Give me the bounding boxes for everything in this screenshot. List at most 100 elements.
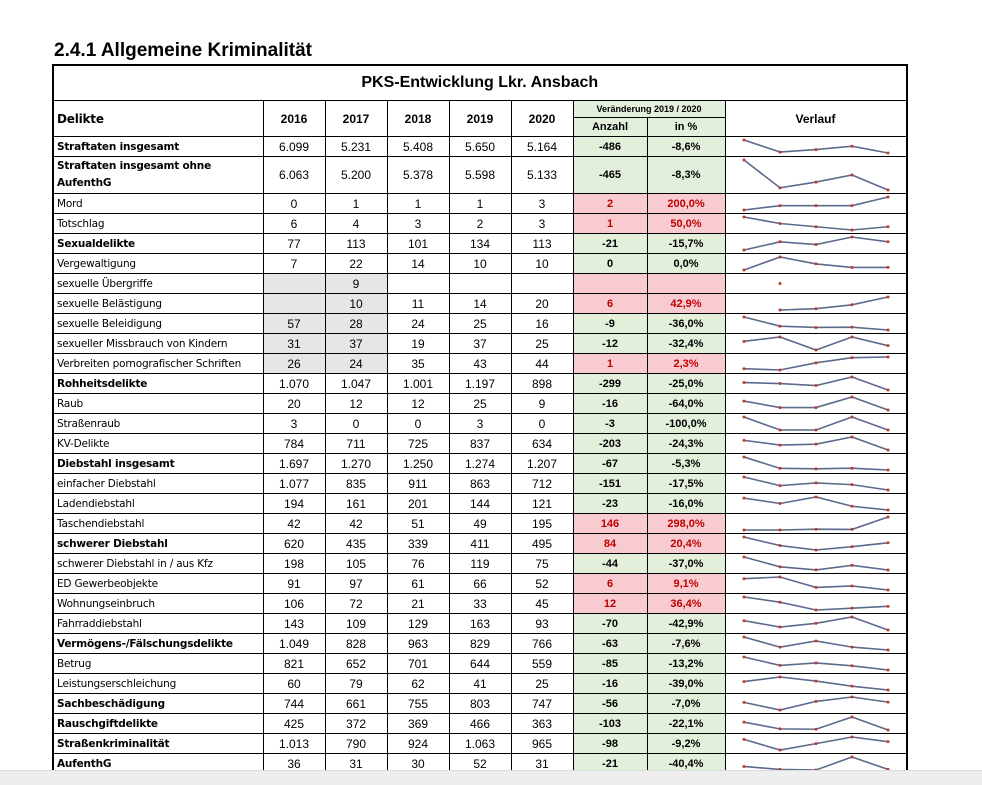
value-cell-2018: 101 xyxy=(386,233,450,254)
table-row: sexuelle Beleidigung 57 28 24 25 16 -9 -36,0% xyxy=(52,313,907,334)
row-label: Leistungserschleichung xyxy=(52,673,264,694)
sparkline-cell xyxy=(724,193,907,214)
value-cell-2018: 339 xyxy=(386,533,450,554)
value-cell-2016: 425 xyxy=(262,713,326,734)
sparkline-cell xyxy=(724,653,907,674)
sparkline-point xyxy=(850,545,853,549)
sparkline-point xyxy=(886,541,889,545)
row-label: Raub xyxy=(52,393,264,414)
value-cell-2019: 37 xyxy=(448,333,512,354)
value-cell-2019: 5.598 xyxy=(448,156,512,194)
value-cell-2019: 803 xyxy=(448,693,512,714)
table-row: Rohheitsdelikte 1.070 1.047 1.001 1.197 898 -2… xyxy=(52,373,907,394)
sparkline-point xyxy=(886,568,889,572)
value-cell-2019: 41 xyxy=(448,673,512,694)
sparkline-point xyxy=(886,488,889,492)
table-row: schwerer Diebstahl in / aus Kfz 198 105 76 1… xyxy=(52,553,907,574)
value-cell-2019: 134 xyxy=(448,233,512,254)
sparkline-cell xyxy=(724,253,907,274)
sparkline xyxy=(742,695,889,712)
value-cell-2019: 43 xyxy=(448,353,512,374)
value-cell-2020: 195 xyxy=(510,513,574,534)
value-cell-2017: 1 xyxy=(324,193,388,214)
sparkline-cell xyxy=(724,273,907,294)
value-cell-2018: 5.378 xyxy=(386,156,450,194)
value-cell-2020: 747 xyxy=(510,693,574,714)
value-cell-2019: 863 xyxy=(448,473,512,494)
sparkline-point xyxy=(778,255,781,259)
value-cell-2018: 0 xyxy=(386,413,450,434)
sparkline-point xyxy=(850,335,853,339)
sparkline-point xyxy=(778,368,781,372)
table-row: Ladendiebstahl 194 161 201 144 121 -23 -16,0% xyxy=(52,493,907,514)
sparkline-point xyxy=(778,428,781,432)
sparkline xyxy=(742,575,889,592)
value-cell-2019: 1 xyxy=(448,193,512,214)
value-cell-2018: 76 xyxy=(386,553,450,574)
value-cell-2017: 9 xyxy=(324,273,388,294)
sparkline-cell xyxy=(724,433,907,454)
value-cell-2017: 5.200 xyxy=(324,156,388,194)
table-row: Vergewaltigung 7 22 14 10 10 0 0,0% xyxy=(52,253,907,274)
value-cell-2019: 33 xyxy=(448,593,512,614)
sparkline-cell xyxy=(724,453,907,474)
sparkline-cell xyxy=(724,593,907,614)
row-label: Straftaten insgesamt ohne AufenthG xyxy=(52,156,264,194)
change-anzahl: 84 xyxy=(572,533,648,554)
sparkline-point xyxy=(814,348,817,352)
change-pct: -100,0% xyxy=(646,413,726,434)
change-pct xyxy=(646,273,726,294)
sparkline-point xyxy=(814,180,817,184)
sparkline xyxy=(742,635,889,652)
row-label: Fahrraddiebstahl xyxy=(52,613,264,634)
table-title: PKS-Entwicklung Lkr. Ansbach xyxy=(52,64,907,101)
change-pct: -22,1% xyxy=(646,713,726,734)
table-row: Wohnungseinbruch 106 72 21 33 45 12 36,4% xyxy=(52,593,907,614)
header-verlauf: Verlauf xyxy=(724,100,907,137)
value-cell-2017: 835 xyxy=(324,473,388,494)
change-pct: 42,9% xyxy=(646,293,726,314)
sparkline-point xyxy=(814,361,817,365)
row-label: schwerer Diebstahl in / aus Kfz xyxy=(52,553,264,574)
sparkline-point xyxy=(886,668,889,672)
sparkline-point xyxy=(886,740,889,744)
value-cell-2017: 790 xyxy=(324,733,388,754)
change-anzahl: -299 xyxy=(572,373,648,394)
sparkline-point xyxy=(850,415,853,419)
value-cell-2020: 25 xyxy=(510,333,574,354)
table-row: Mord 0 1 1 1 3 2 200,0% xyxy=(52,193,907,214)
sparkline-point xyxy=(742,720,745,724)
value-cell-2016: 784 xyxy=(262,433,326,454)
sparkline-point xyxy=(742,455,745,459)
sparkline-cell xyxy=(724,613,907,634)
value-cell-2019: 10 xyxy=(448,253,512,274)
value-cell-2018: 61 xyxy=(386,573,450,594)
value-cell-2016: 620 xyxy=(262,533,326,554)
sparkline-point xyxy=(886,240,889,244)
value-cell-2017: 1.270 xyxy=(324,453,388,474)
change-pct: -37,0% xyxy=(646,553,726,574)
sparkline-point xyxy=(778,645,781,649)
sparkline xyxy=(742,395,889,412)
header-year: 2017 xyxy=(324,100,388,137)
value-cell-2019: 66 xyxy=(448,573,512,594)
sparkline-cell xyxy=(724,233,907,254)
value-cell-2016: 6.099 xyxy=(262,136,326,157)
sparkline-point xyxy=(814,661,817,665)
value-cell-2020: 113 xyxy=(510,233,574,254)
sparkline-point xyxy=(886,344,889,348)
sparkline-cell xyxy=(724,473,907,494)
sparkline-point xyxy=(778,282,781,285)
sparkline-cell xyxy=(724,733,907,754)
sparkline-point xyxy=(886,688,889,692)
sparkline xyxy=(742,138,889,155)
sparkline-point xyxy=(742,367,745,371)
sparkline-point xyxy=(742,415,745,419)
change-anzahl: -9 xyxy=(572,313,648,334)
value-cell-2020: 52 xyxy=(510,573,574,594)
value-cell-2018: 911 xyxy=(386,473,450,494)
change-pct: -25,0% xyxy=(646,373,726,394)
value-cell-2016: 77 xyxy=(262,233,326,254)
sparkline-cell xyxy=(724,553,907,574)
sparkline-line xyxy=(743,416,888,431)
